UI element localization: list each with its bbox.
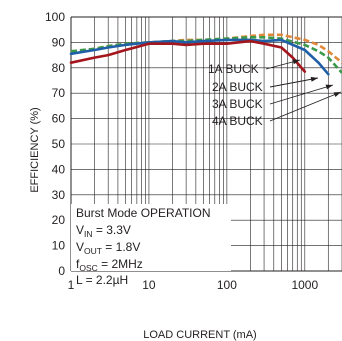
legend-leader-line [269,84,334,105]
y-tick-label: 40 [52,162,66,176]
y-tick-label: 50 [52,137,66,151]
series-1a-buck [69,39,307,73]
legend-arrowhead [310,76,318,82]
y-tick-label: 30 [52,188,66,202]
legend-leader-line [269,91,342,122]
series-lines [69,33,342,76]
conditions-background [71,204,231,271]
legend-label-2a-buck: 2A BUCK [212,80,263,94]
fosc-label: fOSC = 2MHz [76,257,143,273]
y-tick-label: 0 [58,264,65,278]
inductor-label: L = 2.2µH [76,273,128,287]
y-tick-label: 80 [52,61,66,75]
x-axis-label: LOAD CURRENT (mA) [143,329,256,341]
conditions-box: Burst Mode OPERATION VIN = 3.3V VOUT = 1… [71,204,231,287]
legend-label-4a-buck: 4A BUCK [212,114,263,128]
legend-arrowhead [333,92,341,97]
y-axis-label: EFFICIENCY (%) [29,107,41,192]
y-tick-label: 100 [45,10,65,24]
y-tick-label: 10 [52,239,66,253]
series-2a-buck [69,38,330,76]
y-tick-label: 90 [52,35,66,49]
legend-label-3a-buck: 3A BUCK [212,97,263,111]
legend-label-1a-buck: 1A BUCK [208,62,259,76]
vin-label: VIN = 3.3V [76,223,131,239]
legend-leader-line [269,77,319,88]
x-tick-label: 100 [217,278,237,292]
mode-label: Burst Mode OPERATION [76,206,210,220]
y-tick-label: 60 [52,112,66,126]
legend-arrowhead [325,84,333,90]
x-tick-label: 10 [142,278,156,292]
x-tick-label: 1000 [291,278,318,292]
y-tick-label: 20 [52,213,66,227]
vout-label: VOUT = 1.8V [76,240,140,256]
legend-arrowhead [292,59,300,65]
legend: 1A BUCK 2A BUCK 3A BUCK 4A BUCK [208,59,342,128]
y-tick-label: 70 [52,86,66,100]
x-tick-label: 1 [68,278,75,292]
